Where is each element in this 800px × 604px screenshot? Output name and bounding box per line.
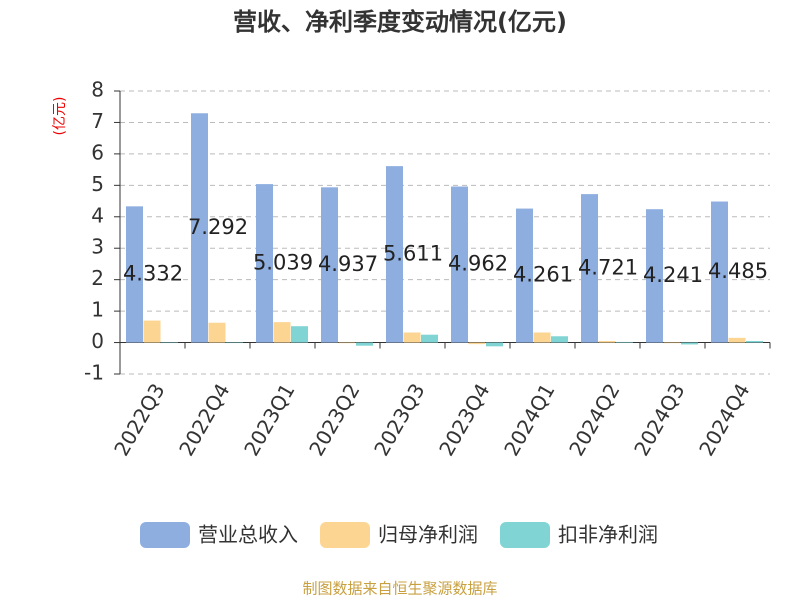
x-tick-label: 2024Q1 bbox=[499, 379, 559, 460]
bar bbox=[208, 322, 226, 343]
data-label: 4.937 bbox=[318, 252, 378, 276]
data-label: 5.611 bbox=[383, 241, 443, 265]
x-tick-label: 2024Q3 bbox=[629, 379, 689, 460]
bar bbox=[143, 320, 161, 343]
bar bbox=[663, 342, 681, 344]
y-tick-label: 5 bbox=[91, 172, 104, 196]
x-tick-label: 2022Q4 bbox=[174, 379, 234, 460]
data-label: 4.261 bbox=[513, 263, 573, 287]
y-tick-label: 7 bbox=[91, 109, 104, 133]
bar bbox=[451, 186, 468, 343]
y-tick-label: 8 bbox=[91, 78, 104, 102]
bar bbox=[533, 332, 551, 343]
bar bbox=[126, 206, 143, 343]
x-tick-label: 2023Q4 bbox=[434, 379, 494, 460]
x-tick-label: 2023Q1 bbox=[239, 379, 299, 460]
legend-swatch bbox=[140, 522, 190, 548]
source-note: 制图数据来自恒生聚源数据库 bbox=[302, 580, 497, 598]
bar bbox=[551, 336, 568, 343]
y-tick-label: 3 bbox=[91, 235, 104, 259]
data-label: 4.721 bbox=[578, 255, 638, 279]
bar bbox=[191, 113, 208, 343]
x-tick-label: 2023Q2 bbox=[304, 379, 364, 460]
chart-title: 营收、净利季度变动情况(亿元) bbox=[233, 8, 567, 36]
legend-label: 归母净利润 bbox=[378, 523, 478, 547]
bar bbox=[468, 342, 486, 345]
y-tick-label: 2 bbox=[91, 266, 104, 290]
y-axis-label: (亿元) bbox=[52, 97, 68, 136]
data-label: 4.241 bbox=[643, 263, 703, 287]
bar bbox=[746, 340, 763, 343]
bar bbox=[728, 337, 746, 343]
bar bbox=[273, 322, 291, 343]
y-tick-label: 6 bbox=[91, 140, 104, 164]
y-tick-label: 1 bbox=[91, 298, 104, 322]
bar bbox=[226, 342, 243, 344]
bar bbox=[581, 194, 598, 343]
x-tick-label: 2022Q3 bbox=[109, 379, 169, 460]
bar bbox=[598, 340, 616, 343]
y-tick-label: 4 bbox=[91, 203, 104, 227]
bar bbox=[681, 342, 698, 345]
x-tick-label: 2023Q3 bbox=[369, 379, 429, 460]
bar bbox=[646, 209, 663, 343]
bar bbox=[321, 187, 338, 343]
bar bbox=[616, 341, 633, 343]
bar bbox=[338, 342, 356, 344]
legend-label: 扣非净利润 bbox=[558, 523, 658, 547]
data-label: 4.485 bbox=[708, 259, 768, 283]
bar bbox=[161, 342, 178, 344]
bar bbox=[403, 332, 421, 343]
legend-swatch bbox=[500, 522, 550, 548]
legend-label: 营业总收入 bbox=[198, 523, 298, 547]
bar bbox=[256, 184, 273, 343]
y-tick-label: -1 bbox=[84, 361, 104, 385]
bar bbox=[356, 342, 373, 346]
x-tick-label: 2024Q4 bbox=[694, 379, 754, 460]
x-tick-label: 2024Q2 bbox=[564, 379, 624, 460]
data-label: 4.332 bbox=[123, 261, 183, 285]
bar bbox=[486, 342, 503, 347]
data-label: 5.039 bbox=[253, 250, 313, 274]
bar bbox=[711, 201, 728, 343]
y-tick-label: 0 bbox=[91, 329, 104, 353]
bar bbox=[421, 334, 438, 343]
data-label: 7.292 bbox=[188, 215, 248, 239]
bar bbox=[291, 326, 308, 343]
data-label: 4.962 bbox=[448, 252, 508, 276]
legend-swatch bbox=[320, 522, 370, 548]
bar bbox=[386, 166, 403, 343]
bar bbox=[516, 208, 533, 343]
